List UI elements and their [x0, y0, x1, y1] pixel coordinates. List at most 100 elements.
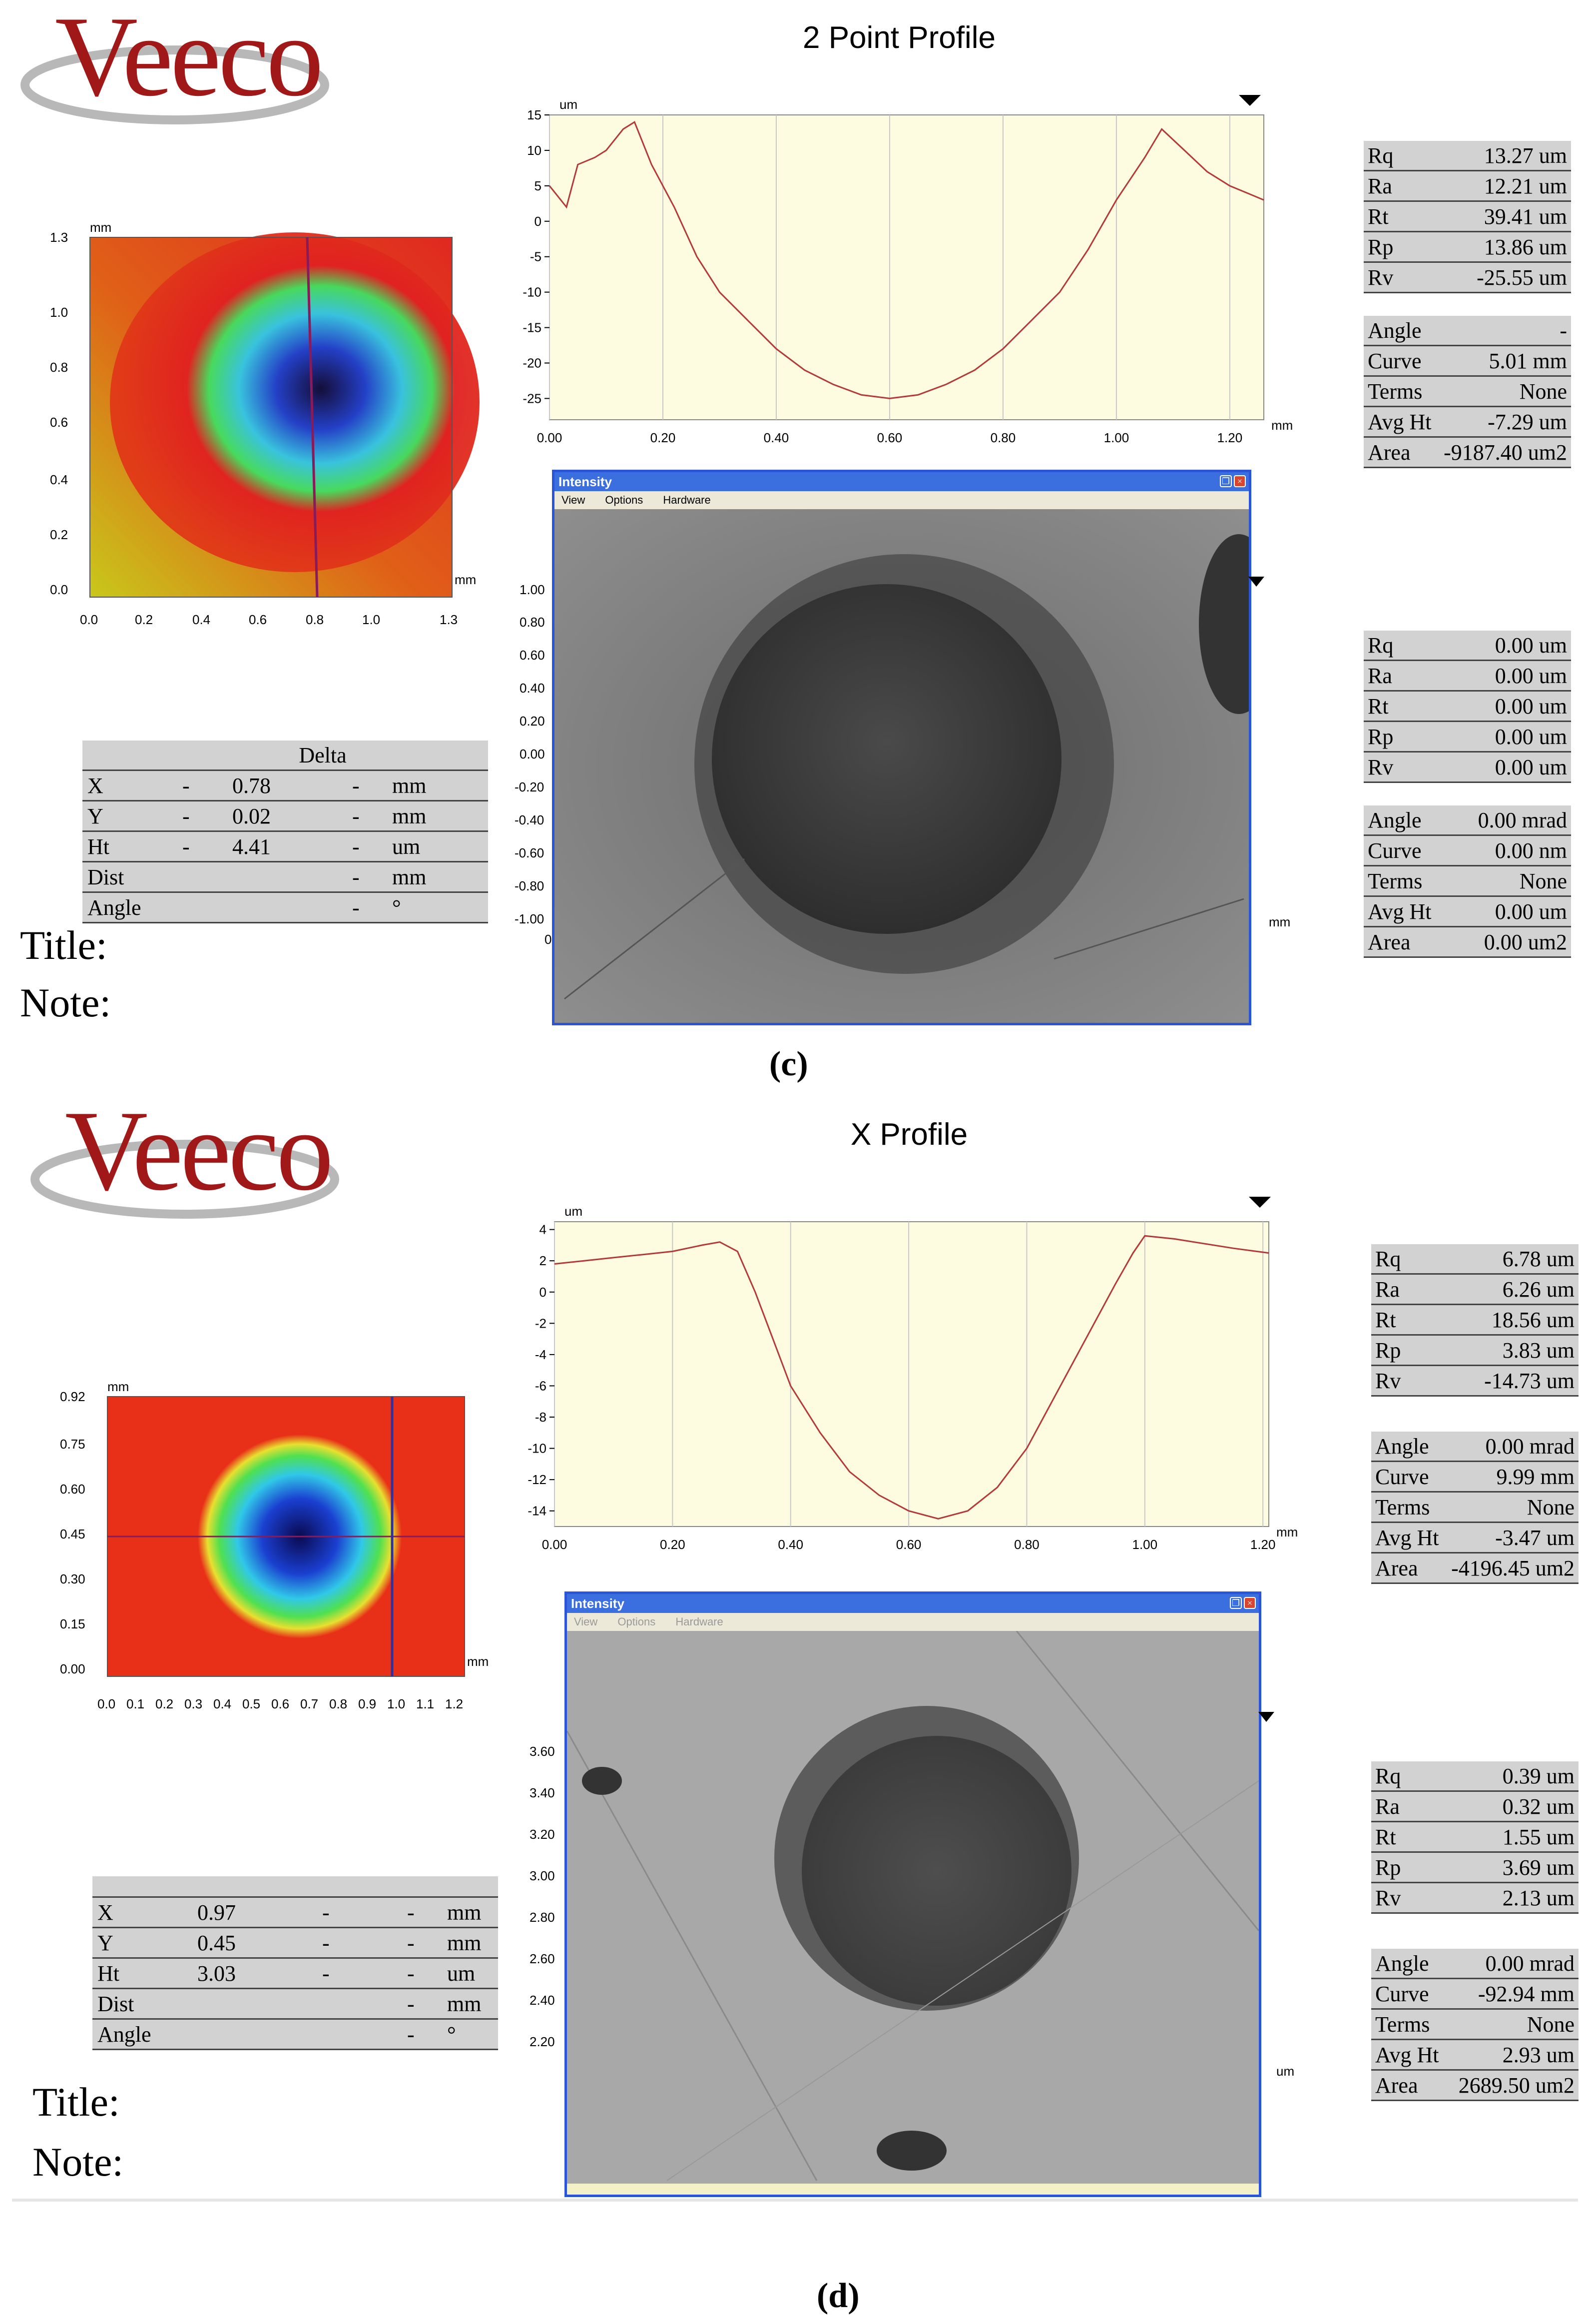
- delta-value: [317, 2019, 402, 2050]
- stat-value: 2.93 um: [1447, 2039, 1579, 2071]
- stat-value: 0.32 um: [1432, 1791, 1579, 1822]
- delta-row: Angle - °: [92, 2019, 498, 2050]
- menu-options[interactable]: Options: [617, 1615, 656, 1628]
- delta-value: [227, 892, 347, 923]
- x-tick-label: 0.80: [1014, 1537, 1040, 1552]
- stat-label: Angle: [1364, 805, 1452, 836]
- x-tick: 1.2: [445, 1696, 464, 1711]
- y-tick: -0.80: [515, 878, 544, 893]
- y-tick: 1.3: [50, 230, 68, 245]
- x-tick: 0.4: [192, 612, 211, 627]
- stat-value: 12.21 um: [1416, 170, 1571, 202]
- menu-view[interactable]: View: [574, 1615, 598, 1628]
- delta-c1: -: [177, 770, 227, 801]
- status-bar: [567, 2184, 1259, 2195]
- delta-row: X 0.97 - - mm: [92, 1897, 498, 1928]
- close-icon[interactable]: ×: [1244, 1597, 1256, 1609]
- menu-hardware[interactable]: Hardware: [663, 494, 711, 506]
- stat-row: Rt 0.00 um: [1364, 691, 1571, 722]
- stat-value: None: [1437, 376, 1571, 407]
- stat-value: 6.78 um: [1424, 1244, 1579, 1275]
- intensity-marker-icon[interactable]: [1258, 1712, 1274, 1722]
- stat-label: Rq: [1371, 1761, 1433, 1792]
- delta-label: Ht: [82, 831, 177, 862]
- delta-row: Y 0.45 - - mm: [92, 1927, 498, 1959]
- menu-hardware[interactable]: Hardware: [675, 1615, 723, 1628]
- stat-value: 1.55 um: [1432, 1821, 1579, 1853]
- y-tick-label: 0: [534, 214, 541, 229]
- x-tick: 0.6: [271, 1696, 290, 1711]
- menu-view[interactable]: View: [561, 494, 585, 506]
- delta-value: [227, 861, 347, 893]
- delta-row: X - 0.78 - mm: [82, 770, 488, 801]
- profile-marker-icon[interactable]: [1239, 95, 1261, 106]
- x-tick: 0.2: [135, 612, 153, 627]
- delta-c2: -: [402, 1927, 442, 1959]
- stat-row: Rt 18.56 um: [1371, 1304, 1579, 1336]
- veeco-logo: Veeco: [15, 0, 335, 125]
- stat-row: Ra 12.21 um: [1364, 170, 1571, 202]
- delta-value: [317, 1988, 402, 2020]
- height-map: mm mm 0.92 0.75 0.60 0.45 0.30 0.15 0.00…: [50, 1379, 520, 1719]
- y-tick-label: 10: [527, 143, 541, 158]
- stat-value: -7.29 um: [1437, 406, 1571, 438]
- stat-label: Ra: [1371, 1791, 1433, 1822]
- delta-c1: 3.03: [192, 1958, 317, 1989]
- intensity-marker-icon[interactable]: [1248, 577, 1264, 587]
- y-tick: 3.40: [530, 1785, 555, 1800]
- profile-line: [554, 1235, 1269, 1520]
- menu-options[interactable]: Options: [605, 494, 643, 506]
- profile-marker-icon[interactable]: [1249, 1197, 1271, 1208]
- delta-label: Angle: [82, 892, 177, 923]
- stat-label: Curve: [1364, 345, 1437, 377]
- stat-value: 13.86 um: [1416, 231, 1571, 263]
- intensity-window[interactable]: Intensity ❐ × View Options Hardware: [552, 470, 1251, 1025]
- restore-icon[interactable]: ❐: [1220, 475, 1232, 487]
- profile-plot-svg: 0.00 0.20 0.40 0.60 0.80 1.00 1.20 15 10 5 0 -5 -10 -…: [523, 97, 1293, 445]
- logo-swoosh: [20, 45, 329, 124]
- y-tick-label: -6: [535, 1378, 546, 1393]
- x-tick: 0.8: [306, 612, 324, 627]
- stat-label: Ra: [1371, 1274, 1424, 1305]
- stat-row: Rt 1.55 um: [1371, 1821, 1579, 1853]
- stat-label: Terms: [1371, 2009, 1448, 2040]
- restore-icon[interactable]: ❐: [1230, 1597, 1242, 1609]
- stat-row: Avg Ht 0.00 um: [1364, 896, 1571, 927]
- stat-label: Terms: [1371, 1492, 1445, 1523]
- stat-row: Area 2689.50 um2: [1371, 2070, 1579, 2101]
- delta-label: Dist: [92, 1988, 192, 2020]
- title-label: Title:: [32, 2079, 120, 2125]
- delta-value: 0.78: [227, 770, 347, 801]
- stat-row: Avg Ht 2.93 um: [1371, 2039, 1579, 2071]
- stat-row: Terms None: [1364, 865, 1571, 897]
- delta-label: Dist: [82, 861, 177, 893]
- delta-c1: [177, 861, 227, 893]
- stat-label: Rq: [1364, 631, 1425, 661]
- y-tick-label: 4: [539, 1222, 546, 1237]
- stat-label: Area: [1371, 2070, 1448, 2101]
- profile-plot: 0.00 0.20 0.40 0.60 0.80 1.00 1.20 15 10 5 0 -5 -10 -…: [500, 95, 1299, 465]
- stat-label: Area: [1371, 1552, 1445, 1584]
- y-tick: 0.80: [520, 615, 545, 630]
- x-tick: 0.3: [184, 1696, 203, 1711]
- delta-unit: mm: [442, 1988, 498, 2020]
- y-tick: 2.40: [530, 1993, 555, 2008]
- stat-label: Rt: [1364, 201, 1417, 232]
- stat-row: Rp 0.00 um: [1364, 721, 1571, 753]
- y-tick: -0.40: [515, 812, 544, 827]
- y-tick: -0.60: [515, 845, 544, 860]
- stat-value: 0.00 um: [1452, 896, 1571, 927]
- title-label: Title:: [20, 922, 107, 968]
- window-title[interactable]: Intensity: [567, 1594, 1259, 1613]
- intensity-y-axis: 3.60 3.40 3.20 3.00 2.80 2.60 2.40 2.20: [520, 1734, 569, 2084]
- x-unit-label: mm: [1271, 418, 1293, 433]
- x-tick-label: 0.20: [650, 430, 676, 445]
- window-title[interactable]: Intensity: [554, 472, 1249, 491]
- intensity-window[interactable]: Intensity ❐ × View Options Hardware: [564, 1591, 1261, 2197]
- delta-c2: -: [402, 2019, 442, 2050]
- y-tick: 2.20: [530, 2034, 555, 2049]
- delta-c2: -: [347, 770, 387, 801]
- x-tick-label: 0.00: [537, 430, 562, 445]
- close-icon[interactable]: ×: [1234, 475, 1246, 487]
- delta-label: X: [82, 770, 177, 801]
